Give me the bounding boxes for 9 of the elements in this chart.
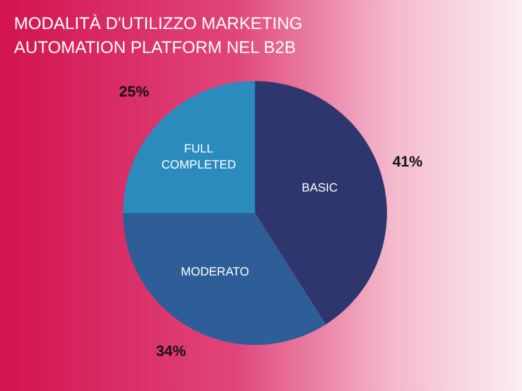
data-label: 34% (156, 343, 186, 360)
chart-title: MODALITÀ D'UTILIZZO MARKETING AUTOMATION PLATFORM NEL B2B (14, 13, 304, 59)
slice-label: MODERATO (180, 264, 250, 279)
slice-label: BASIC (302, 180, 338, 195)
pie-slice (255, 81, 387, 324)
data-label: 41% (392, 154, 423, 171)
pie-slice (123, 213, 326, 345)
data-label: 25% (119, 84, 150, 101)
slice-label: FULL COMPLETED (161, 142, 236, 172)
